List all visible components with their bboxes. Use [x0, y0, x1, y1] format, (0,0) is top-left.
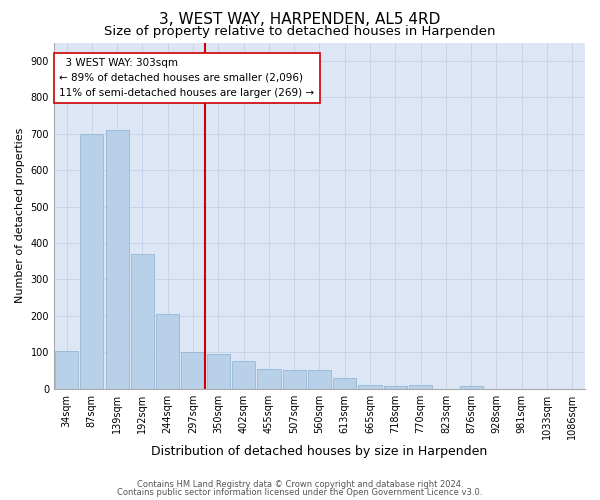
- Text: Contains HM Land Registry data © Crown copyright and database right 2024.: Contains HM Land Registry data © Crown c…: [137, 480, 463, 489]
- Bar: [333, 378, 356, 389]
- Bar: [232, 362, 255, 389]
- Y-axis label: Number of detached properties: Number of detached properties: [15, 128, 25, 304]
- Bar: [383, 386, 407, 389]
- Bar: [80, 134, 103, 389]
- Text: Contains public sector information licensed under the Open Government Licence v3: Contains public sector information licen…: [118, 488, 482, 497]
- Bar: [55, 350, 78, 389]
- Bar: [156, 314, 179, 389]
- Bar: [460, 386, 483, 389]
- Text: 3 WEST WAY: 303sqm
← 89% of detached houses are smaller (2,096)
11% of semi-deta: 3 WEST WAY: 303sqm ← 89% of detached hou…: [59, 58, 314, 98]
- Bar: [131, 254, 154, 389]
- Bar: [283, 370, 306, 389]
- Bar: [106, 130, 129, 389]
- Bar: [358, 385, 382, 389]
- Bar: [181, 352, 205, 389]
- Text: Size of property relative to detached houses in Harpenden: Size of property relative to detached ho…: [104, 25, 496, 38]
- Bar: [257, 369, 281, 389]
- Text: 3, WEST WAY, HARPENDEN, AL5 4RD: 3, WEST WAY, HARPENDEN, AL5 4RD: [160, 12, 440, 28]
- X-axis label: Distribution of detached houses by size in Harpenden: Distribution of detached houses by size …: [151, 444, 488, 458]
- Bar: [308, 370, 331, 389]
- Bar: [206, 354, 230, 389]
- Bar: [409, 385, 432, 389]
